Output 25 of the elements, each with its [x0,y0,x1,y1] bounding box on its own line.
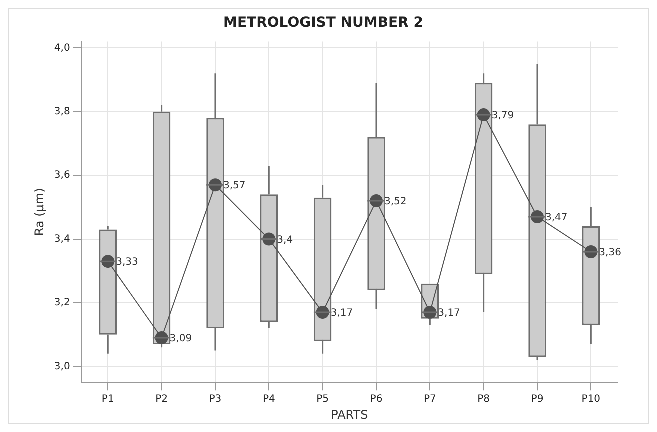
data-label: 3,09 [170,334,192,345]
y-tick-label: 3,2 [54,298,70,309]
data-label: 3,57 [223,180,246,192]
x-axis-title: PARTS [331,408,368,422]
y-axis-title: Ra (µm) [32,188,46,236]
x-tick-label: P3 [209,394,222,406]
x-tick-label: P7 [424,394,436,406]
x-tick-label: P8 [478,394,490,406]
x-tick-label: P10 [582,394,601,406]
x-tick-label: P6 [370,394,383,406]
x-tick-label: P5 [316,394,330,406]
chart-title: METROLOGIST NUMBER 2 [224,15,424,32]
data-label: 3,52 [384,196,407,208]
y-tick-label: 3,0 [54,361,70,372]
x-tick-label: P1 [102,394,114,406]
y-tick-label: 4,0 [54,42,70,54]
data-label: 3,17 [330,308,354,320]
y-tick-label: 3,8 [54,106,70,118]
y-tick-label: 3,6 [54,170,70,182]
y-tick-label: 3,4 [54,234,70,245]
data-label: 3,47 [545,212,568,224]
x-tick-label: P2 [156,394,168,406]
x-tick-label: P4 [262,394,276,406]
x-tick-label: P9 [531,394,544,406]
data-label: 3,79 [492,110,514,122]
